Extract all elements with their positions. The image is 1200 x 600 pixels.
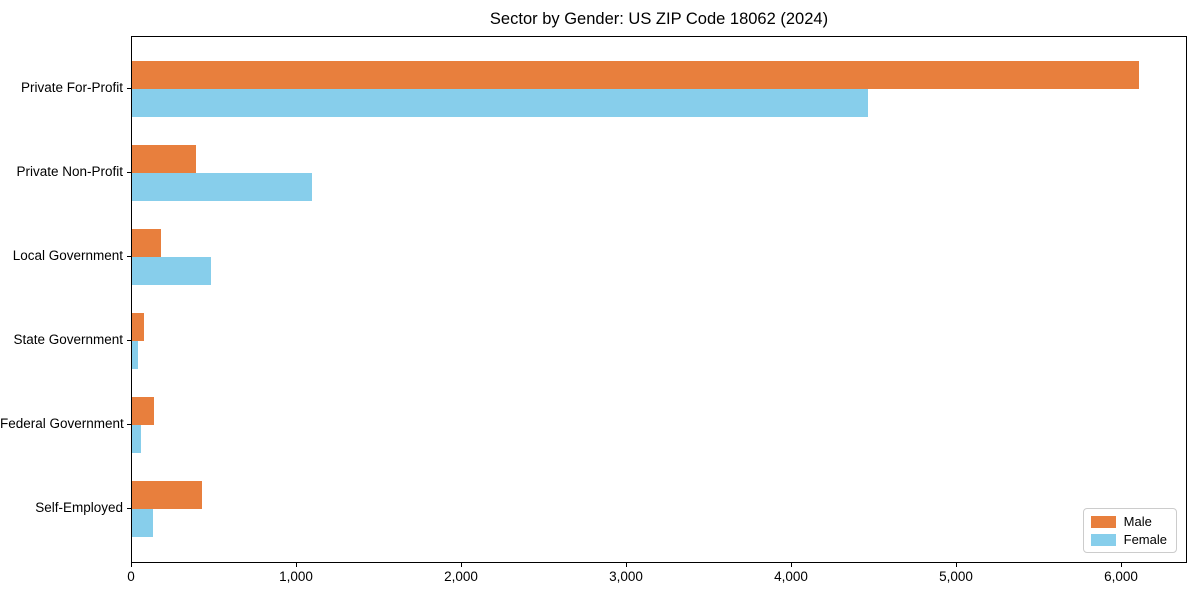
- bar-female-local-government: [132, 257, 212, 285]
- bar-female-state-government: [132, 341, 138, 369]
- bar-female-self-employed: [132, 509, 153, 537]
- x-tick-label-4-000: 4,000: [774, 569, 808, 584]
- x-tick-label-3-000: 3,000: [609, 569, 643, 584]
- x-tick-mark: [626, 563, 627, 567]
- y-tick-label-state-government: State Government: [13, 332, 123, 347]
- y-tick-mark: [127, 508, 131, 509]
- chart-title: Sector by Gender: US ZIP Code 18062 (202…: [489, 10, 829, 28]
- legend-label-male: Male: [1123, 514, 1152, 529]
- y-tick-mark: [127, 424, 131, 425]
- y-tick-label-private-non-profit: Private Non-Profit: [16, 164, 123, 179]
- y-tick-mark: [127, 88, 131, 89]
- y-tick-mark: [127, 340, 131, 341]
- x-tick-mark: [956, 563, 957, 567]
- x-tick-label-2-000: 2,000: [444, 569, 478, 584]
- y-tick-label-private-for-profit: Private For-Profit: [20, 80, 123, 95]
- x-tick-mark: [791, 563, 792, 567]
- bar-male-private-for-profit: [132, 61, 1139, 89]
- plot-area: [131, 36, 1187, 563]
- x-tick-label-1-000: 1,000: [279, 569, 313, 584]
- x-tick-mark: [461, 563, 462, 567]
- legend-swatch-female: [1090, 533, 1116, 546]
- y-tick-label-local-government: Local Government: [12, 248, 123, 263]
- y-tick-label-federal-government: Federal Government: [0, 416, 124, 431]
- legend-entry-female: Female: [1090, 532, 1167, 547]
- legend: Male Female: [1082, 508, 1177, 553]
- bar-male-state-government: [132, 313, 145, 341]
- bar-female-federal-government: [132, 425, 142, 453]
- bar-male-local-government: [132, 229, 161, 257]
- bar-male-self-employed: [132, 481, 203, 509]
- legend-swatch-male: [1090, 515, 1116, 528]
- bar-male-federal-government: [132, 397, 155, 425]
- x-tick-label-6-000: 6,000: [1104, 569, 1138, 584]
- legend-label-female: Female: [1123, 532, 1167, 547]
- y-tick-mark: [127, 256, 131, 257]
- x-tick-label-5-000: 5,000: [939, 569, 973, 584]
- y-tick-label-self-employed: Self-Employed: [35, 500, 123, 515]
- x-tick-mark: [296, 563, 297, 567]
- bar-male-private-non-profit: [132, 145, 197, 173]
- x-tick-label-0: 0: [127, 569, 135, 584]
- x-tick-mark: [1121, 563, 1122, 567]
- legend-entry-male: Male: [1090, 514, 1167, 529]
- bar-female-private-for-profit: [132, 89, 868, 117]
- bar-female-private-non-profit: [132, 173, 312, 201]
- x-tick-mark: [131, 563, 132, 567]
- y-tick-mark: [127, 172, 131, 173]
